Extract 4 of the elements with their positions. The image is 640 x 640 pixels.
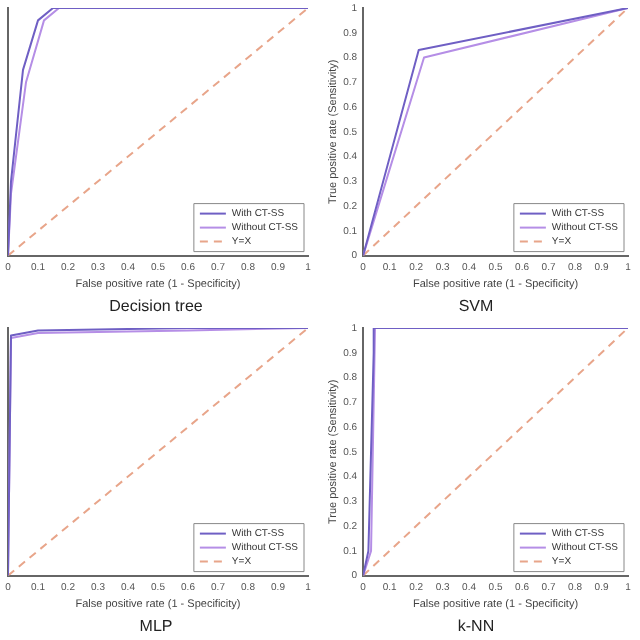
text: Decision tree	[109, 296, 204, 315]
text: MLP	[139, 616, 173, 635]
text: SVM	[458, 296, 494, 315]
text: k-NN	[457, 616, 495, 635]
